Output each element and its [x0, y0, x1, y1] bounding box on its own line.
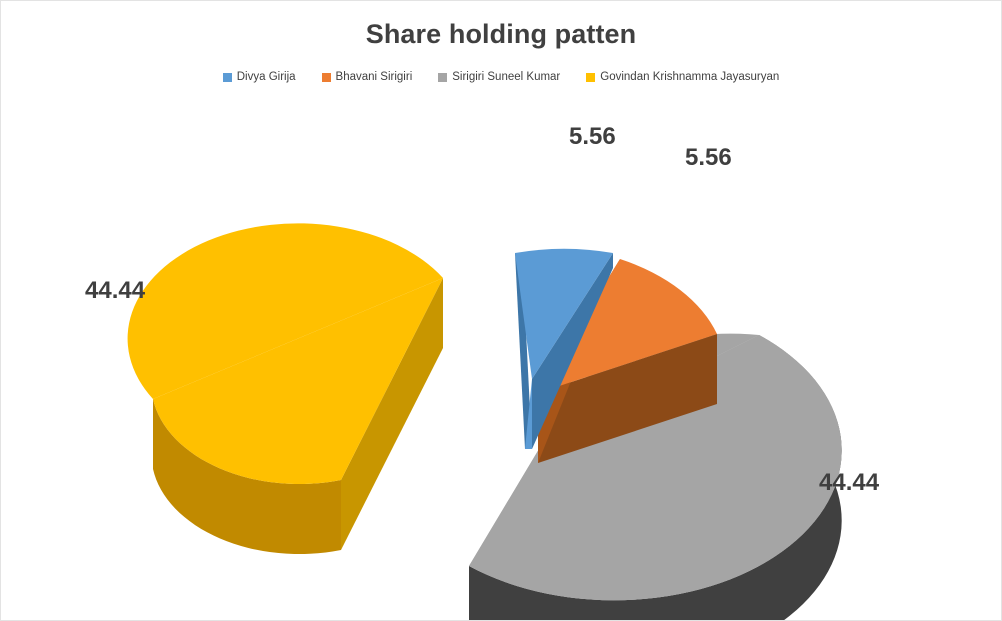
pie-slice-orange[interactable] — [538, 259, 717, 463]
pie-slice-gray-side — [469, 335, 842, 620]
legend-swatch-blue — [222, 72, 232, 82]
pie-slice-blue-left-side — [515, 253, 532, 449]
pie-slice-yellow-top-upper — [127, 223, 443, 399]
pie-slice-gray-top — [469, 335, 842, 601]
pie-slice-blue[interactable] — [515, 248, 613, 449]
legend-item-bhavani-sirigiri[interactable]: Bhavani Sirigiri — [321, 71, 413, 83]
legend-item-sirigiri-suneel-kumar[interactable]: Sirigiri Suneel Kumar — [438, 71, 560, 83]
legend-swatch-yellow — [586, 72, 596, 82]
data-label-yellow: 44.44 — [85, 277, 146, 304]
legend-item-divya-girija[interactable]: Divya Girija — [222, 71, 296, 83]
data-label-blue: 5.56 — [569, 123, 616, 150]
pie-slice-yellow-top — [153, 278, 443, 485]
pie-slice-blue-side — [532, 253, 613, 449]
pie-slice-orange-side — [538, 334, 717, 463]
legend-label: Bhavani Sirigiri — [335, 71, 413, 83]
pie-slice-yellow-cut-face — [341, 278, 443, 550]
legend-swatch-gray — [438, 72, 448, 82]
chart-legend: Divya Girija Bhavani Sirigiri Sirigiri S… — [1, 71, 1001, 83]
legend-label: Govindan Krishnamma Jayasuryan — [600, 71, 780, 83]
pie-slice-yellow-side — [153, 399, 341, 555]
legend-label: Sirigiri Suneel Kumar — [452, 71, 561, 83]
pie-slice-blue-tail — [525, 379, 532, 449]
pie-slice-yellow[interactable] — [127, 223, 443, 555]
data-label-gray: 44.44 — [819, 469, 880, 496]
pie-plot-area: 5.56 5.56 44.44 44.44 — [1, 96, 1001, 620]
legend-swatch-orange — [321, 72, 331, 82]
legend-item-govindan-krishnamma-jayasuryan[interactable]: Govindan Krishnamma Jayasuryan — [586, 71, 779, 83]
pie-slice-orange-top — [538, 259, 717, 393]
pie-slice-blue-top — [515, 248, 613, 379]
chart-title: Share holding patten — [365, 19, 637, 49]
legend-label: Divya Girija — [236, 71, 296, 83]
data-label-orange: 5.56 — [685, 144, 732, 171]
pie-chart-svg — [127, 223, 842, 620]
